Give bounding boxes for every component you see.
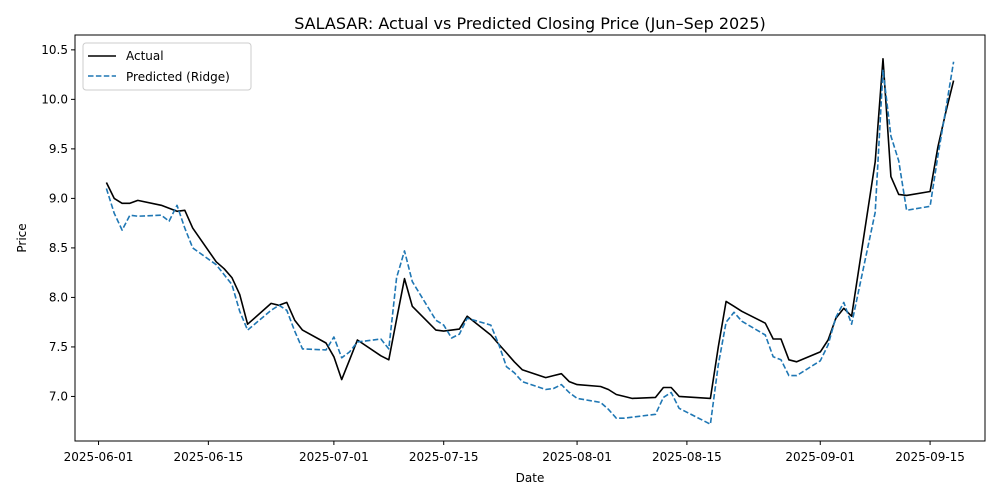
- x-tick-label-5: 2025-08-15: [652, 450, 722, 464]
- chart-title: SALASAR: Actual vs Predicted Closing Pri…: [294, 14, 766, 33]
- legend-label-predicted: Predicted (Ridge): [126, 70, 230, 84]
- plot-lines: [105, 57, 955, 426]
- series-line-actual: [105, 57, 955, 400]
- x-tick-label-2: 2025-07-01: [299, 450, 369, 464]
- y-tick-label-0: 7.0: [49, 389, 68, 403]
- series-line-predicted: [105, 61, 955, 426]
- y-tick-label-7: 10.5: [41, 43, 68, 57]
- y-tick-label-4: 9.0: [49, 191, 68, 205]
- y-tick-label-3: 8.5: [49, 241, 68, 255]
- legend-frame: [82, 42, 252, 91]
- y-tick-label-1: 7.5: [49, 340, 68, 354]
- y-tick-label-6: 10.0: [41, 92, 68, 106]
- y-tick-label-5: 9.5: [49, 142, 68, 156]
- x-tick-label-1: 2025-06-15: [173, 450, 243, 464]
- y-tick-label-2: 8.0: [49, 290, 68, 304]
- x-axis: 2025-06-01 2025-06-15 2025-07-01 2025-07-15…: [64, 441, 965, 464]
- x-tick-label-0: 2025-06-01: [64, 450, 134, 464]
- x-axis-title: Date: [516, 471, 545, 485]
- x-tick-label-7: 2025-09-15: [895, 450, 965, 464]
- plot-frame: [74, 34, 986, 442]
- legend: Actual Predicted (Ridge): [82, 42, 252, 91]
- legend-label-actual: Actual: [126, 49, 164, 63]
- y-axis: 7.0 7.5 8.0 8.5 9.0 9.5 10.0 10.5: [41, 43, 75, 403]
- x-tick-label-3: 2025-07-15: [409, 450, 479, 464]
- x-tick-label-4: 2025-08-01: [542, 450, 612, 464]
- y-axis-title: Price: [15, 223, 29, 252]
- x-tick-label-6: 2025-09-01: [785, 450, 855, 464]
